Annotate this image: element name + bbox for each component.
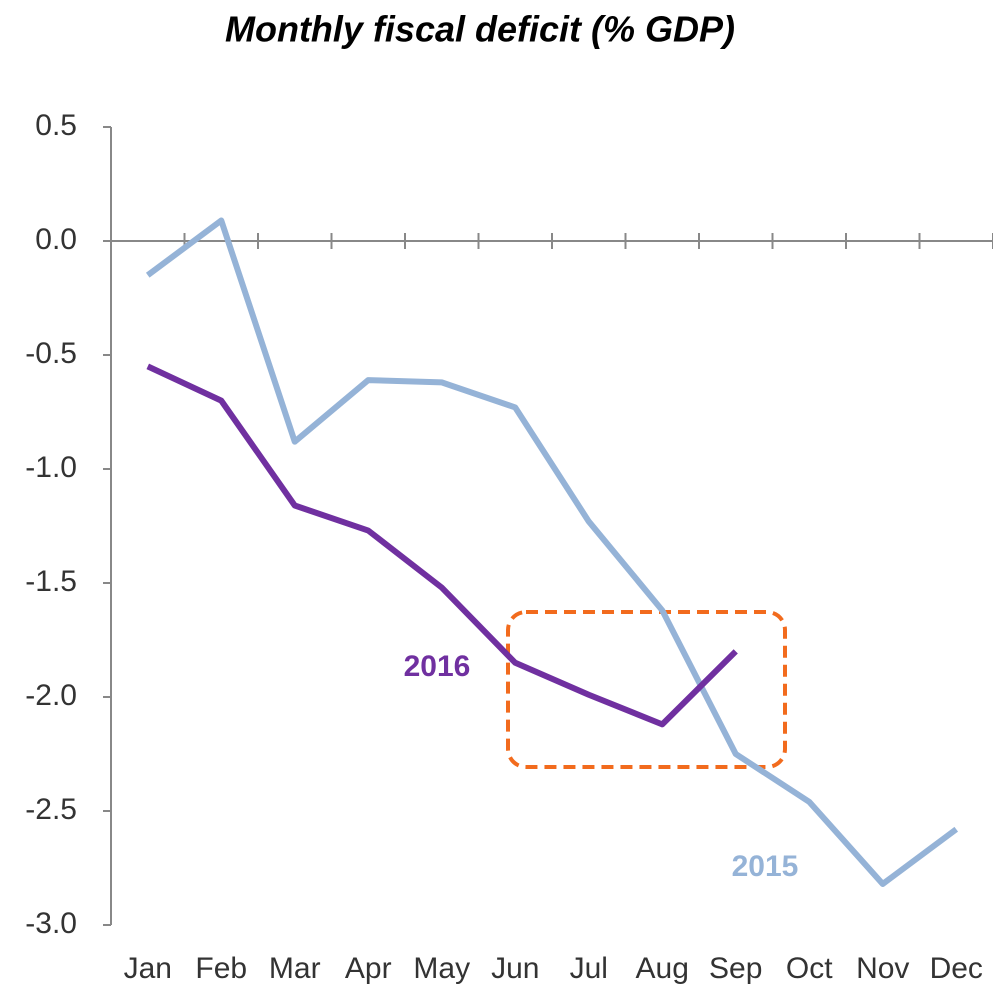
y-tick-label: -0.5	[25, 337, 77, 370]
y-tick-label: -1.0	[25, 451, 77, 484]
x-tick-label: Aug	[636, 952, 689, 985]
line-series	[145, 217, 959, 887]
chart-title: Monthly fiscal deficit (% GDP)	[225, 9, 735, 50]
x-tick-label: May	[413, 952, 470, 985]
y-tick-label: -2.0	[25, 679, 77, 712]
y-tick-label: 0.0	[35, 223, 77, 256]
series-label: 2016	[404, 650, 471, 683]
y-tick-label: -1.5	[25, 565, 77, 598]
x-tick-label: Jun	[491, 952, 539, 985]
x-tick-label: Sep	[709, 952, 762, 985]
line-series	[146, 363, 738, 728]
x-tick-label: Jul	[570, 952, 608, 985]
x-tick-label: Feb	[195, 952, 247, 985]
x-tick-label: Mar	[269, 952, 321, 985]
x-tick-label: Oct	[786, 952, 833, 985]
series-label: 2015	[732, 850, 799, 883]
x-tick-label: Dec	[930, 952, 983, 985]
x-tick-label: Jan	[124, 952, 172, 985]
y-tick-label: -3.0	[25, 907, 77, 940]
x-tick-label: Apr	[345, 952, 392, 985]
x-tick-label: Nov	[856, 952, 909, 985]
highlight-box	[506, 610, 787, 769]
y-tick-label: 0.5	[35, 109, 77, 142]
y-tick-label: -2.5	[25, 793, 77, 826]
